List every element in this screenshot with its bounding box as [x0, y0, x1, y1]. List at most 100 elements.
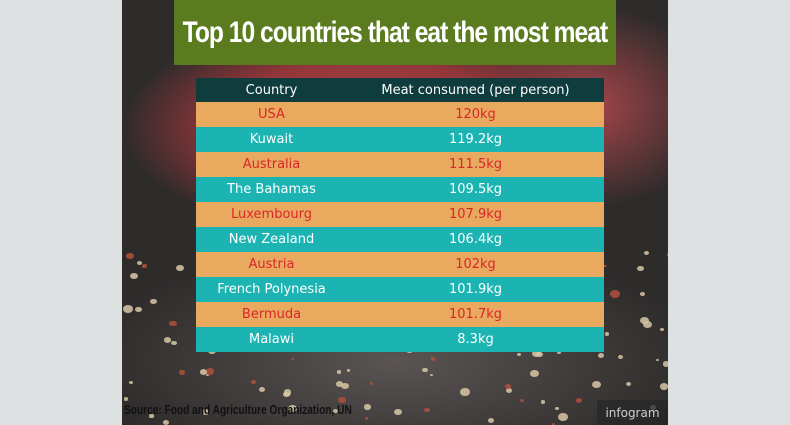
speck [505, 387, 513, 393]
speck [598, 352, 605, 358]
speck [123, 305, 133, 313]
speck [642, 320, 652, 328]
speck [430, 356, 436, 361]
title: Top 10 countries that eat the most meat [182, 15, 609, 49]
speck [163, 337, 172, 344]
country: Austria [196, 252, 347, 277]
speck [347, 369, 351, 372]
speck [667, 252, 668, 257]
meat-value: 119.2kg [347, 127, 604, 152]
country: Malawi [196, 327, 347, 352]
speck [171, 340, 178, 346]
speck [636, 265, 644, 271]
speck [640, 292, 645, 296]
meat-value: 107.9kg [347, 202, 604, 227]
speck [639, 316, 649, 325]
speck [625, 381, 632, 387]
meat-value: 8.3kg [347, 327, 604, 352]
speck [332, 408, 338, 413]
table-row: New Zealand 106.4kg [196, 227, 604, 252]
column-header: Country [196, 78, 347, 102]
speck [644, 251, 650, 256]
speck [335, 381, 344, 388]
country: New Zealand [196, 227, 347, 252]
speck [128, 380, 133, 384]
meat-value: 111.5kg [347, 152, 604, 177]
table-row: Austria 102kg [196, 252, 604, 277]
speck [206, 373, 210, 377]
speck [659, 383, 668, 391]
country: Australia [196, 152, 347, 177]
speck [336, 370, 342, 374]
table: Country Meat consumed (per person) USA 120… [196, 78, 604, 352]
speck [529, 370, 539, 378]
speck [176, 265, 184, 272]
table-row: Kuwait 119.2kg [196, 127, 604, 152]
speck [575, 397, 583, 403]
speck [558, 412, 568, 421]
meat-value: 101.7kg [347, 302, 604, 327]
speck [251, 380, 257, 384]
speck [609, 290, 620, 298]
speck [291, 357, 295, 361]
speck [662, 361, 668, 367]
speck [163, 420, 170, 425]
speck [259, 386, 266, 392]
speck [206, 368, 214, 375]
speck [338, 397, 346, 404]
speck [200, 369, 208, 375]
speck [422, 367, 429, 373]
speck [519, 398, 524, 403]
table-row: Australia 111.5kg [196, 152, 604, 177]
speck [142, 264, 147, 268]
table-body: USA 120kg Kuwait 119.2kg Australia 111.5kg The… [196, 102, 604, 352]
meat-value: 109.5kg [347, 177, 604, 202]
table-row: Malawi 8.3kg [196, 327, 604, 352]
speck [540, 400, 546, 405]
table-row: USA 120kg [196, 102, 604, 127]
speck [150, 298, 157, 305]
speck [169, 320, 177, 327]
speck [488, 418, 495, 423]
speck [179, 370, 185, 375]
brand: infogram [597, 400, 668, 425]
country: Kuwait [196, 127, 347, 152]
speck [126, 253, 134, 260]
speck [617, 354, 623, 359]
country: The Bahamas [196, 177, 347, 202]
speck [660, 327, 665, 332]
table-row: Luxembourg 107.9kg [196, 202, 604, 227]
title-banner: Top 10 countries that eat the most meat [174, 0, 616, 65]
header-row: Country Meat consumed (per person) [196, 78, 604, 102]
speck [555, 406, 559, 410]
speck [123, 397, 128, 401]
speck [656, 358, 660, 362]
country: USA [196, 102, 347, 127]
meat-value: 106.4kg [347, 227, 604, 252]
speck [135, 306, 143, 313]
speck [551, 423, 556, 425]
country: Luxembourg [196, 202, 347, 227]
speck [287, 404, 298, 413]
speck [137, 260, 143, 265]
speck [460, 388, 470, 396]
speck [536, 351, 543, 358]
speck [129, 272, 138, 280]
speck [591, 380, 602, 389]
source: Source: Food and Agriculture Organizatio… [124, 402, 352, 417]
country: French Polynesia [196, 277, 347, 302]
speck [394, 408, 402, 415]
table-row: Bermuda 101.7kg [196, 302, 604, 327]
table-row: French Polynesia 101.9kg [196, 277, 604, 302]
table-row: The Bahamas 109.5kg [196, 177, 604, 202]
speck [517, 352, 522, 357]
speck [201, 409, 210, 416]
speck [604, 332, 610, 337]
speck [504, 384, 511, 389]
speck [341, 382, 349, 389]
speck [429, 373, 433, 377]
meat-value: 102kg [347, 252, 604, 277]
country: Bermuda [196, 302, 347, 327]
speck [424, 407, 431, 413]
